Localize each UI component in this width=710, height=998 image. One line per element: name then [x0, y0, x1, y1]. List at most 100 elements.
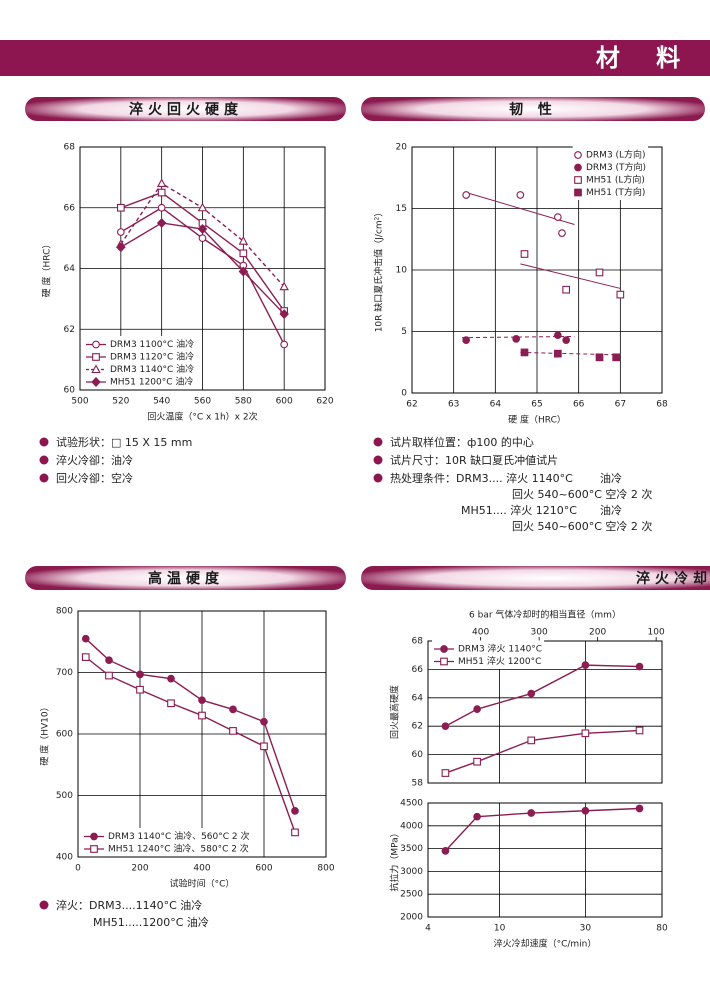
legend-label: MH51 (L方向): [586, 174, 645, 186]
note: 油冷: [600, 471, 622, 485]
note: 试验形状：□ 15 X 15 mm: [56, 435, 192, 449]
x2-tick-label: 100: [648, 628, 665, 638]
plot-area: [428, 803, 662, 917]
data-point: [635, 662, 644, 671]
data-point: [595, 353, 604, 362]
x-tick-label: 65: [531, 400, 542, 410]
section-band: [361, 97, 705, 121]
bullet: [39, 900, 49, 910]
legend-label: DRM3 1140°C 油冷、560°C 2 次: [108, 830, 250, 842]
data-point: [581, 806, 590, 815]
y-tick-label: 3000: [400, 867, 423, 877]
y-tick-label: 2000: [400, 913, 423, 923]
x-axis-label: 回火温度（°C x 1h）x 2次: [147, 411, 257, 423]
data-point: [81, 634, 90, 643]
legend-label: DRM3 (T方向): [586, 161, 646, 173]
note: 淬火：DRM3....1140°C 油冷: [56, 898, 202, 912]
legend-marker: [92, 353, 100, 361]
y-tick-label: 15: [396, 204, 407, 214]
legend-label: MH51 (T方向): [586, 186, 645, 198]
data-point: [198, 696, 206, 705]
y-axis-label: 硬 度（HV10）: [39, 702, 51, 765]
data-point: [291, 828, 299, 837]
chart: 400 500 600 700 800 0 200 400 600 800 试验时间（°C） 硬 度（…: [39, 607, 335, 890]
chart: 0 5 10 15 20 62 63 64 65 66 67 68 硬 度（HRC） 10R 缺口夏氏冲击…: [373, 143, 668, 426]
data-point: [462, 336, 471, 344]
data-point: [116, 242, 126, 253]
legend: DRM3 (L方向)DRM3 (T方向)MH51 (L方向)MH51 (T方向): [572, 146, 649, 200]
data-point: [116, 203, 125, 212]
data-point: [462, 191, 471, 199]
note: 试片取样位置：ф100 的中心: [390, 435, 534, 449]
y-tick-label: 500: [56, 791, 73, 801]
data-point: [198, 234, 207, 242]
data-point: [279, 281, 289, 291]
y-tick-label: 700: [56, 668, 73, 678]
data-point: [229, 727, 237, 735]
x-tick-label: 540: [153, 397, 170, 407]
header-band: [0, 40, 710, 76]
y-tick-label: 66: [412, 665, 424, 675]
data-point: [473, 812, 481, 821]
data-point: [157, 188, 166, 197]
legend-box: [82, 828, 252, 857]
data-point: [473, 757, 481, 766]
bullet: [39, 455, 49, 465]
chart: 2000 2500 3000 3500 4000 4500 4 10 30 80 淬火冷却速度（°C…: [389, 799, 668, 950]
x2-axis-label: 6 bar 气体冷却时的相当直径（mm）: [469, 609, 621, 621]
data-point: [441, 847, 450, 855]
data-point: [527, 809, 536, 817]
data-point: [441, 769, 450, 777]
data-point: [167, 699, 175, 708]
data-point: [105, 671, 113, 680]
bullet: [373, 437, 383, 447]
y-tick-label: 3500: [400, 844, 423, 854]
x-tick-label: 68: [656, 400, 668, 410]
y-tick-label: 4000: [400, 821, 423, 831]
section-title: 韧 性: [509, 101, 557, 118]
y-tick-label: 2500: [400, 890, 423, 900]
data-point: [156, 178, 167, 187]
chart: 58 60 62 64 66 68 400 300 200 100 6 bar 气体冷却时的相当直径…: [389, 609, 666, 789]
x-axis-label: 试验时间（°C）: [170, 878, 235, 890]
note: 淬火冷卻：油冷: [56, 453, 133, 467]
x-axis-label: 淬火冷却速度（°C/min）: [494, 938, 597, 950]
section-title: 高温硬度: [148, 570, 224, 587]
data-point: [167, 674, 175, 683]
data-point: [441, 722, 450, 731]
y-tick-label: 60: [412, 750, 424, 760]
data-point: [595, 268, 604, 277]
x-tick-label: 600: [276, 397, 293, 407]
note: 试片尺寸：10R 缺口夏氏冲値试片: [390, 453, 558, 467]
legend-marker: [90, 845, 98, 853]
y-axis-label: 抗拉力（MPa）: [389, 828, 401, 891]
data-point: [612, 353, 621, 362]
y-tick-label: 10: [396, 266, 408, 276]
x-tick-label: 0: [75, 864, 81, 874]
y-tick-label: 60: [64, 386, 76, 396]
header-title: 材 料: [596, 44, 694, 72]
data-point: [553, 213, 562, 221]
x2-tick-label: 200: [589, 628, 606, 638]
x-tick-label: 400: [193, 864, 210, 874]
legend-marker: [574, 151, 582, 159]
legend-box: [572, 146, 649, 200]
legend-marker: [574, 188, 582, 197]
data-point: [527, 736, 536, 745]
y-tick-label: 5: [401, 327, 407, 337]
bullet: [373, 473, 383, 483]
x-tick-label: 30: [580, 924, 592, 934]
x-tick-label: 520: [112, 397, 129, 407]
data-point: [512, 335, 521, 343]
data-point: [527, 689, 536, 698]
data-point: [520, 348, 529, 357]
chart: 60 62 64 66 68 500 520 540 560 580 600 620 回火温度（°C x…: [41, 143, 334, 423]
legend-marker: [91, 377, 101, 387]
plot-frame: [79, 146, 326, 391]
data-point: [553, 349, 562, 358]
section-band: [25, 566, 346, 590]
x-tick-label: 800: [317, 864, 334, 874]
data-point: [238, 266, 249, 277]
